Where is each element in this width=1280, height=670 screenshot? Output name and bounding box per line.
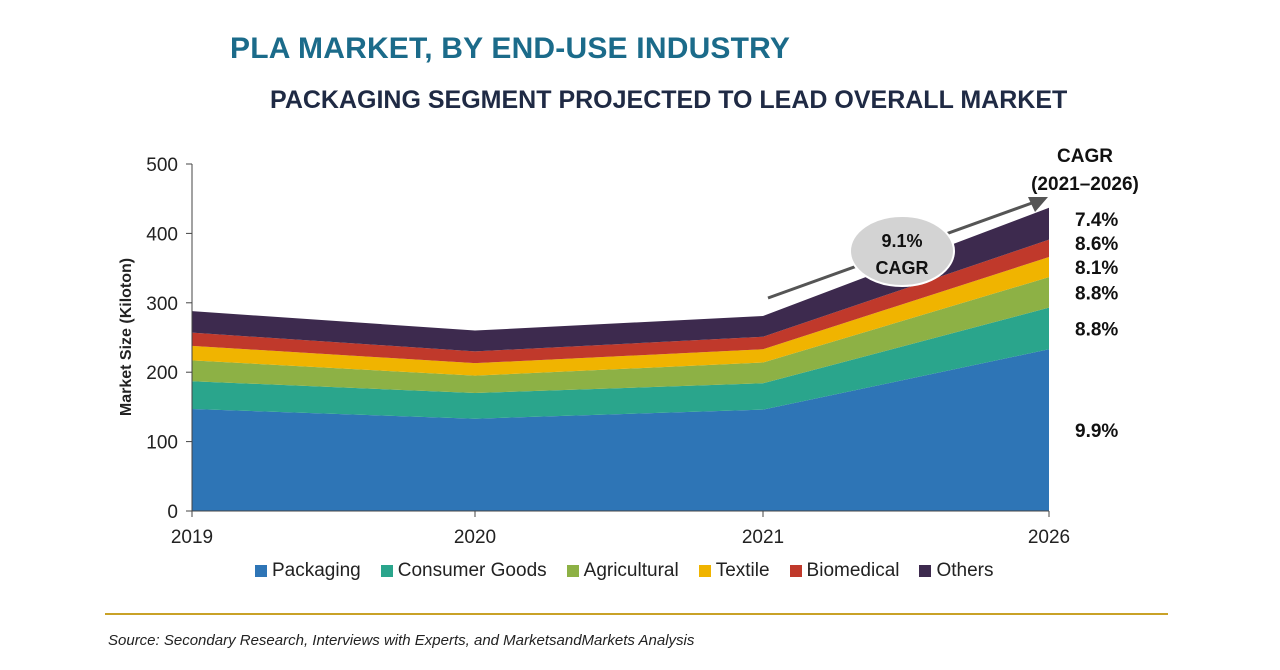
x-tick-label: 2021 <box>742 527 784 548</box>
area-agricultural <box>192 277 1049 394</box>
legend-label: Agricultural <box>583 560 679 581</box>
area-packaging <box>192 349 1049 511</box>
cagr-label-others: 7.4% <box>1075 210 1118 231</box>
legend-swatch <box>698 565 711 577</box>
area-biomedical <box>192 239 1049 364</box>
legend-item-biomedical: Biomedical <box>789 560 900 582</box>
cagr-label-textile: 8.1% <box>1075 258 1118 279</box>
legend-item-others: Others <box>919 560 994 582</box>
x-tick-label: 2026 <box>1028 527 1070 548</box>
area-layers <box>192 207 1049 511</box>
cagr-bubble-value: 9.1% <box>881 231 922 251</box>
legend-item-consumer-goods: Consumer Goods <box>380 560 547 582</box>
area-consumer-goods <box>192 307 1049 419</box>
cagr-bubble <box>849 215 955 287</box>
legend-item-packaging: Packaging <box>255 560 361 582</box>
legend-label: Textile <box>715 560 770 581</box>
legend-label: Packaging <box>272 560 361 581</box>
area-textile <box>192 256 1049 376</box>
legend-swatch <box>919 565 932 577</box>
y-tick-label: 200 <box>146 363 178 384</box>
y-tick-label: 100 <box>146 433 178 454</box>
legend-swatch <box>255 565 267 577</box>
cagr-label-consumer-goods: 8.8% <box>1075 319 1118 340</box>
chart-subtitle: PACKAGING SEGMENT PROJECTED TO LEAD OVER… <box>270 86 1068 114</box>
cagr-arrowhead <box>1028 197 1048 212</box>
chart-title: PLA MARKET, BY END-USE INDUSTRY <box>230 32 791 65</box>
y-tick-label: 0 <box>167 502 178 523</box>
cagr-heading: CAGR <box>1057 146 1113 167</box>
x-tick-label: 2019 <box>171 527 213 548</box>
x-tick-label: 2020 <box>454 527 496 548</box>
cagr-bubble-label: CAGR <box>876 258 929 278</box>
y-tick-label: 400 <box>146 224 178 245</box>
legend-label: Others <box>936 560 994 581</box>
cagr-period: (2021–2026) <box>1031 174 1139 195</box>
footer-divider <box>105 613 1168 615</box>
legend-swatch <box>566 565 579 577</box>
y-tick-label: 300 <box>146 294 178 315</box>
legend-label: Biomedical <box>806 560 900 581</box>
cagr-labels: CAGR (2021–2026) 9.1% CAGR 9.9% 8.8% 8.8% 8.1% 8… <box>767 146 1139 442</box>
legend-label: Consumer Goods <box>397 560 547 581</box>
legend: Packaging Consumer Goods Agricultural Texti… <box>255 560 994 582</box>
y-tick-label: 500 <box>146 155 178 176</box>
cagr-label-packaging: 9.9% <box>1075 421 1118 442</box>
legend-item-agricultural: Agricultural <box>566 560 679 582</box>
legend-item-textile: Textile <box>698 560 770 582</box>
source-note: Source: Secondary Research, Interviews w… <box>108 632 695 649</box>
cagr-label-agricultural: 8.8% <box>1075 283 1118 304</box>
y-axis-label: Market Size (Kiloton) <box>118 258 135 416</box>
legend-swatch <box>380 565 393 577</box>
axes: 0 100 200 300 400 500 2019 2020 2021 2026 Market S… <box>118 155 1070 548</box>
cagr-label-biomedical: 8.6% <box>1075 234 1118 255</box>
legend-swatch <box>789 565 802 577</box>
